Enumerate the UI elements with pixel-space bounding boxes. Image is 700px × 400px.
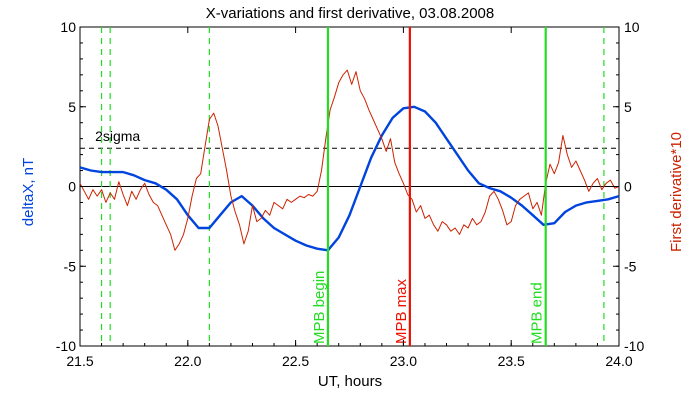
y-tick-label-left: 0: [68, 179, 76, 195]
series-line-deltax: [79, 105, 620, 252]
y-tick-label-right: -5: [624, 258, 637, 274]
y-tick-label-left: -5: [64, 258, 77, 274]
marker-label: MPB begin: [311, 271, 328, 344]
vertical-markers: MPB begin MPB max MPB end: [311, 27, 547, 346]
y-tick-label-left: 10: [60, 19, 76, 35]
y-tick-label-left: 5: [68, 99, 76, 115]
series-line-derivative: [79, 69, 620, 251]
y-tick-label-right: 5: [624, 99, 632, 115]
x-tick-label: 22.5: [282, 353, 309, 369]
x-tick-label: 23.5: [498, 353, 525, 369]
chart-title: X-variations and first derivative, 03.08…: [206, 5, 495, 22]
x-tick-label: 21.5: [66, 353, 93, 369]
marker-label: MPB end: [529, 282, 546, 344]
sigma-label: 2sigma: [95, 128, 140, 144]
y-tick-label-left: -10: [56, 338, 76, 354]
y-tick-label-right: -10: [624, 338, 644, 354]
y-tick-label-right: 10: [624, 19, 640, 35]
y-axis-label-right: First derivative*10: [668, 132, 685, 252]
marker-label: MPB max: [393, 278, 410, 344]
ticks: 21.5 22.0 22.5 23.0 23.5 24.0 10 5 0 -5 -10 10 5 0 -5 -…: [56, 19, 645, 369]
y-axis-label-left: deltaX, nT: [20, 158, 37, 226]
x-tick-label: 24.0: [605, 353, 632, 369]
x-axis-label: UT, hours: [318, 373, 382, 390]
reference-lines: 2sigma: [80, 128, 619, 187]
y-tick-label-right: 0: [624, 179, 632, 195]
x-tick-label: 22.0: [174, 353, 201, 369]
series-group: [79, 69, 620, 252]
x-tick-label: 23.0: [390, 353, 417, 369]
